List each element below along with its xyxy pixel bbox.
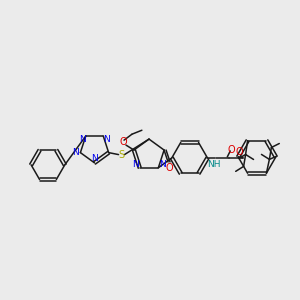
Text: O: O (227, 145, 235, 155)
Text: O: O (119, 137, 127, 147)
Text: N: N (91, 154, 98, 164)
Text: O: O (165, 163, 173, 173)
Text: S: S (118, 150, 124, 160)
Text: O: O (236, 147, 243, 157)
Text: NH: NH (207, 160, 220, 169)
Text: N: N (132, 160, 139, 169)
Text: N: N (103, 136, 110, 145)
Text: N: N (80, 136, 86, 145)
Text: N: N (72, 148, 79, 157)
Text: N: N (159, 160, 166, 169)
